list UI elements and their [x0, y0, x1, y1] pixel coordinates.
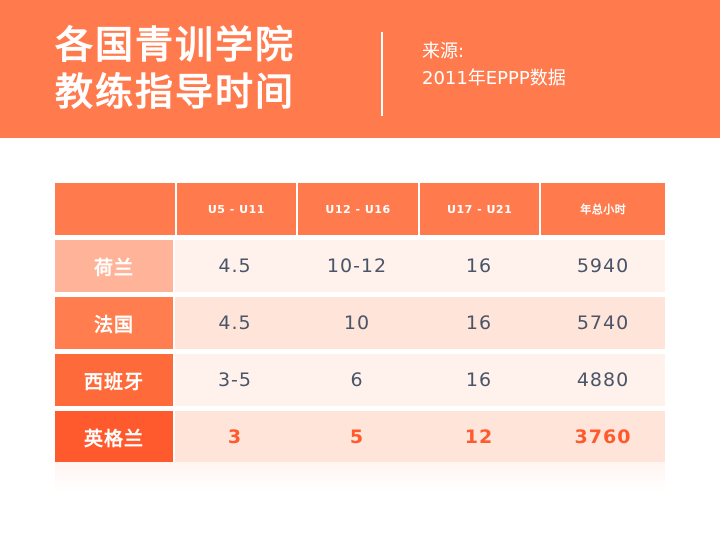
cell-total: 5940 — [576, 255, 630, 277]
cell-u17-u21: 16 — [465, 255, 493, 277]
row-data: 3 5 12 3760 — [175, 411, 665, 463]
table-row: 英格兰 3 5 12 3760 — [55, 411, 665, 463]
cell-u12-u16: 10-12 — [326, 255, 388, 277]
title-line-2: 教练指导时间 — [55, 70, 296, 114]
header-cell-u5-u11: U5 - U11 — [176, 183, 297, 235]
cell-u5-u11: 3-5 — [217, 369, 253, 391]
cell-total: 3760 — [574, 426, 632, 448]
cell-u12-u16: 5 — [349, 426, 365, 448]
row-data: 4.5 10 16 5740 — [175, 297, 665, 349]
table-footer-fade — [55, 462, 665, 492]
row-country-label: 西班牙 — [55, 354, 173, 406]
header-cell-u17-u21: U17 - U21 — [419, 183, 540, 235]
cell-total: 5740 — [576, 312, 630, 334]
source-value: 2011年EPPP数据 — [422, 68, 566, 89]
table-row: 法国 4.5 10 16 5740 — [55, 297, 665, 349]
header-cell-blank — [55, 183, 175, 235]
source-label: 来源: — [422, 41, 465, 62]
cell-u5-u11: 4.5 — [218, 255, 252, 277]
row-country-label: 荷兰 — [55, 240, 173, 292]
header-divider — [381, 32, 383, 116]
row-country-label: 英格兰 — [55, 411, 173, 463]
cell-u5-u11: 4.5 — [218, 312, 252, 334]
row-data: 4.5 10-12 16 5940 — [175, 240, 665, 292]
cell-u17-u21: 12 — [464, 426, 494, 448]
header-cell-total: 年总小时 — [541, 183, 666, 235]
coaching-hours-table: U5 - U11 U12 - U16 U17 - U21 年总小时 荷兰 4.5… — [55, 183, 666, 468]
title-line-1: 各国青训学院 — [55, 23, 296, 67]
cell-u17-u21: 16 — [465, 369, 493, 391]
cell-u12-u16: 10 — [343, 312, 371, 334]
cell-total: 4880 — [576, 369, 630, 391]
row-country-label: 法国 — [55, 297, 173, 349]
header-cell-u12-u16: U12 - U16 — [298, 183, 418, 235]
table-row: 西班牙 3-5 6 16 4880 — [55, 354, 665, 406]
header-banner: 各国青训学院 教练指导时间 来源: 2011年EPPP数据 — [0, 0, 720, 138]
cell-u5-u11: 3 — [227, 426, 243, 448]
cell-u12-u16: 6 — [350, 369, 364, 391]
cell-u17-u21: 16 — [465, 312, 493, 334]
table-header-row: U5 - U11 U12 - U16 U17 - U21 年总小时 — [55, 183, 666, 235]
table-row: 荷兰 4.5 10-12 16 5940 — [55, 240, 665, 292]
row-data: 3-5 6 16 4880 — [175, 354, 665, 406]
page-title: 各国青训学院 教练指导时间 — [55, 22, 295, 116]
source-note: 来源: 2011年EPPP数据 — [422, 38, 566, 92]
